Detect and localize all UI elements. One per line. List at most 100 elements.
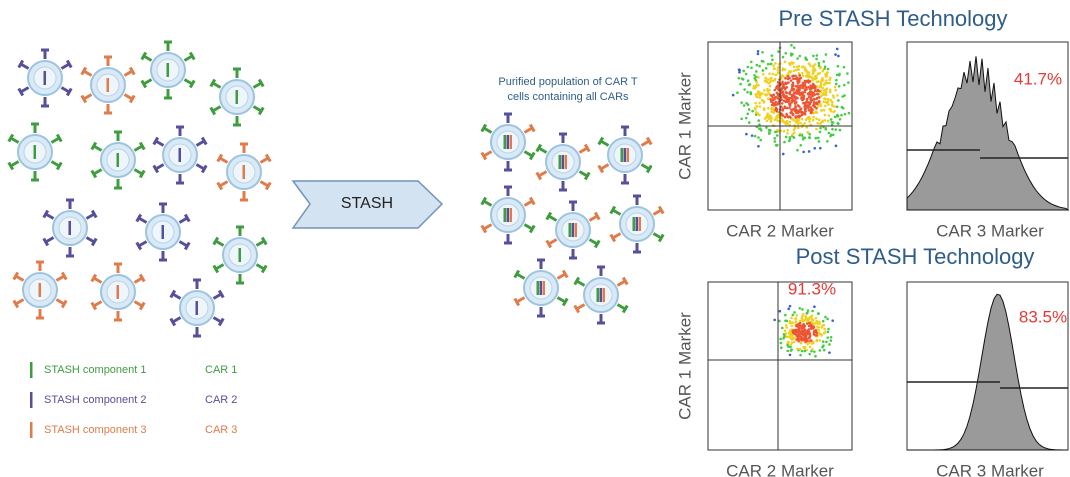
scatter-dot [834,116,837,119]
scatter-dot [798,87,801,90]
legend-component: STASH component 3 [44,424,147,436]
stash-component [107,78,110,92]
stash-component [507,208,510,222]
scatter-dot [757,145,760,148]
scatter-dot [840,114,843,117]
scatter-dot [825,127,828,130]
scatter-dot [793,132,796,135]
car-t-cell [92,264,144,320]
scatter-dot [761,51,764,54]
scatter-dot [779,310,782,313]
stash-component [162,225,165,239]
scatter-dot [784,314,787,317]
scatter-dot [803,331,806,334]
scatter-dot [763,89,766,92]
scatter-dot [843,66,846,69]
scatter-dot [843,84,846,87]
scatter-dot [786,100,789,103]
scatter-dot [812,64,815,67]
scatter-dot [784,68,787,71]
scatter-dot [836,105,839,108]
scatter-dot [786,132,789,135]
scatter-dot [811,348,814,351]
scatter-dot [824,82,827,85]
scatter-dot [848,112,851,115]
scatter-dot [792,330,795,333]
scatter-dot [802,346,805,349]
scatter-dot [812,342,815,345]
stash-component [117,285,120,299]
scatter-dot [824,119,827,122]
scatter-dot [827,82,830,85]
scatter-dot [798,65,801,68]
scatter-dot [782,75,785,78]
scatter-dot [791,100,794,103]
scatter-dot [828,351,831,354]
scatter-dot [770,77,773,80]
scatter-dot [831,105,834,108]
scatter-dot [759,94,762,97]
scatter-dot [745,133,748,136]
scatter-dot [784,52,787,55]
scatter-dot [786,107,789,110]
scatter-dot [804,56,807,59]
scatter-dot [821,346,824,349]
scatter-dot [774,140,777,143]
scatter-dot [789,305,792,308]
car-t-cell [154,127,206,183]
scatter-dot [838,73,841,76]
scatter-dot [794,102,797,105]
scatter-dot [807,93,810,96]
scatter-dot [767,63,770,66]
scatter-dot [836,74,839,77]
stash-component [559,155,562,169]
scatter-dot [790,109,793,112]
scatter-dot [825,91,828,94]
scatter-dot [787,308,790,311]
stash-component [633,217,636,231]
axis-label: CAR 3 Marker [936,461,1044,477]
scatter-dot [803,336,806,339]
scatter-dot [746,113,749,116]
scatter-dot [822,92,825,95]
scatter-dot [799,108,802,111]
scatter-dot [822,340,825,343]
scatter-dot [750,93,753,96]
scatter-dot [815,117,818,120]
scatter-dot [818,339,821,342]
scatter-dot [790,338,793,341]
scatter-dot [787,78,790,81]
car-t-cell [537,134,589,190]
scatter-dot [745,102,748,105]
scatter-dot [771,59,774,62]
scatter-dot [787,116,790,119]
scatter-dot [790,349,793,352]
scatter-dot [801,338,804,341]
car-t-cell [171,280,223,336]
scatter-dot [797,340,800,343]
scatter-dot [783,335,786,338]
scatter-dot [770,63,773,66]
scatter-dot [780,91,783,94]
scatter-dot [799,322,802,325]
scatter-dot [777,50,780,53]
scatter-dot [742,70,745,73]
arrow-label: STASH [341,195,393,212]
scatter-dot [790,79,793,82]
stash-component [39,283,42,297]
scatter-dot [815,58,818,61]
scatter-dot [776,134,779,137]
scatter-dot [834,89,837,92]
scatter-dot [784,77,787,80]
scatter-dot [834,53,837,56]
scatter-dot [825,73,828,76]
scatter-dot [782,86,785,89]
stash-component [627,148,630,162]
scatter-dot [801,324,804,327]
scatter-dot [828,132,831,135]
axis-label: CAR 2 Marker [726,221,834,240]
stash-component [624,148,627,162]
scatter-dot [800,341,803,344]
scatter-dot [835,145,838,148]
scatter-dot [794,127,797,130]
